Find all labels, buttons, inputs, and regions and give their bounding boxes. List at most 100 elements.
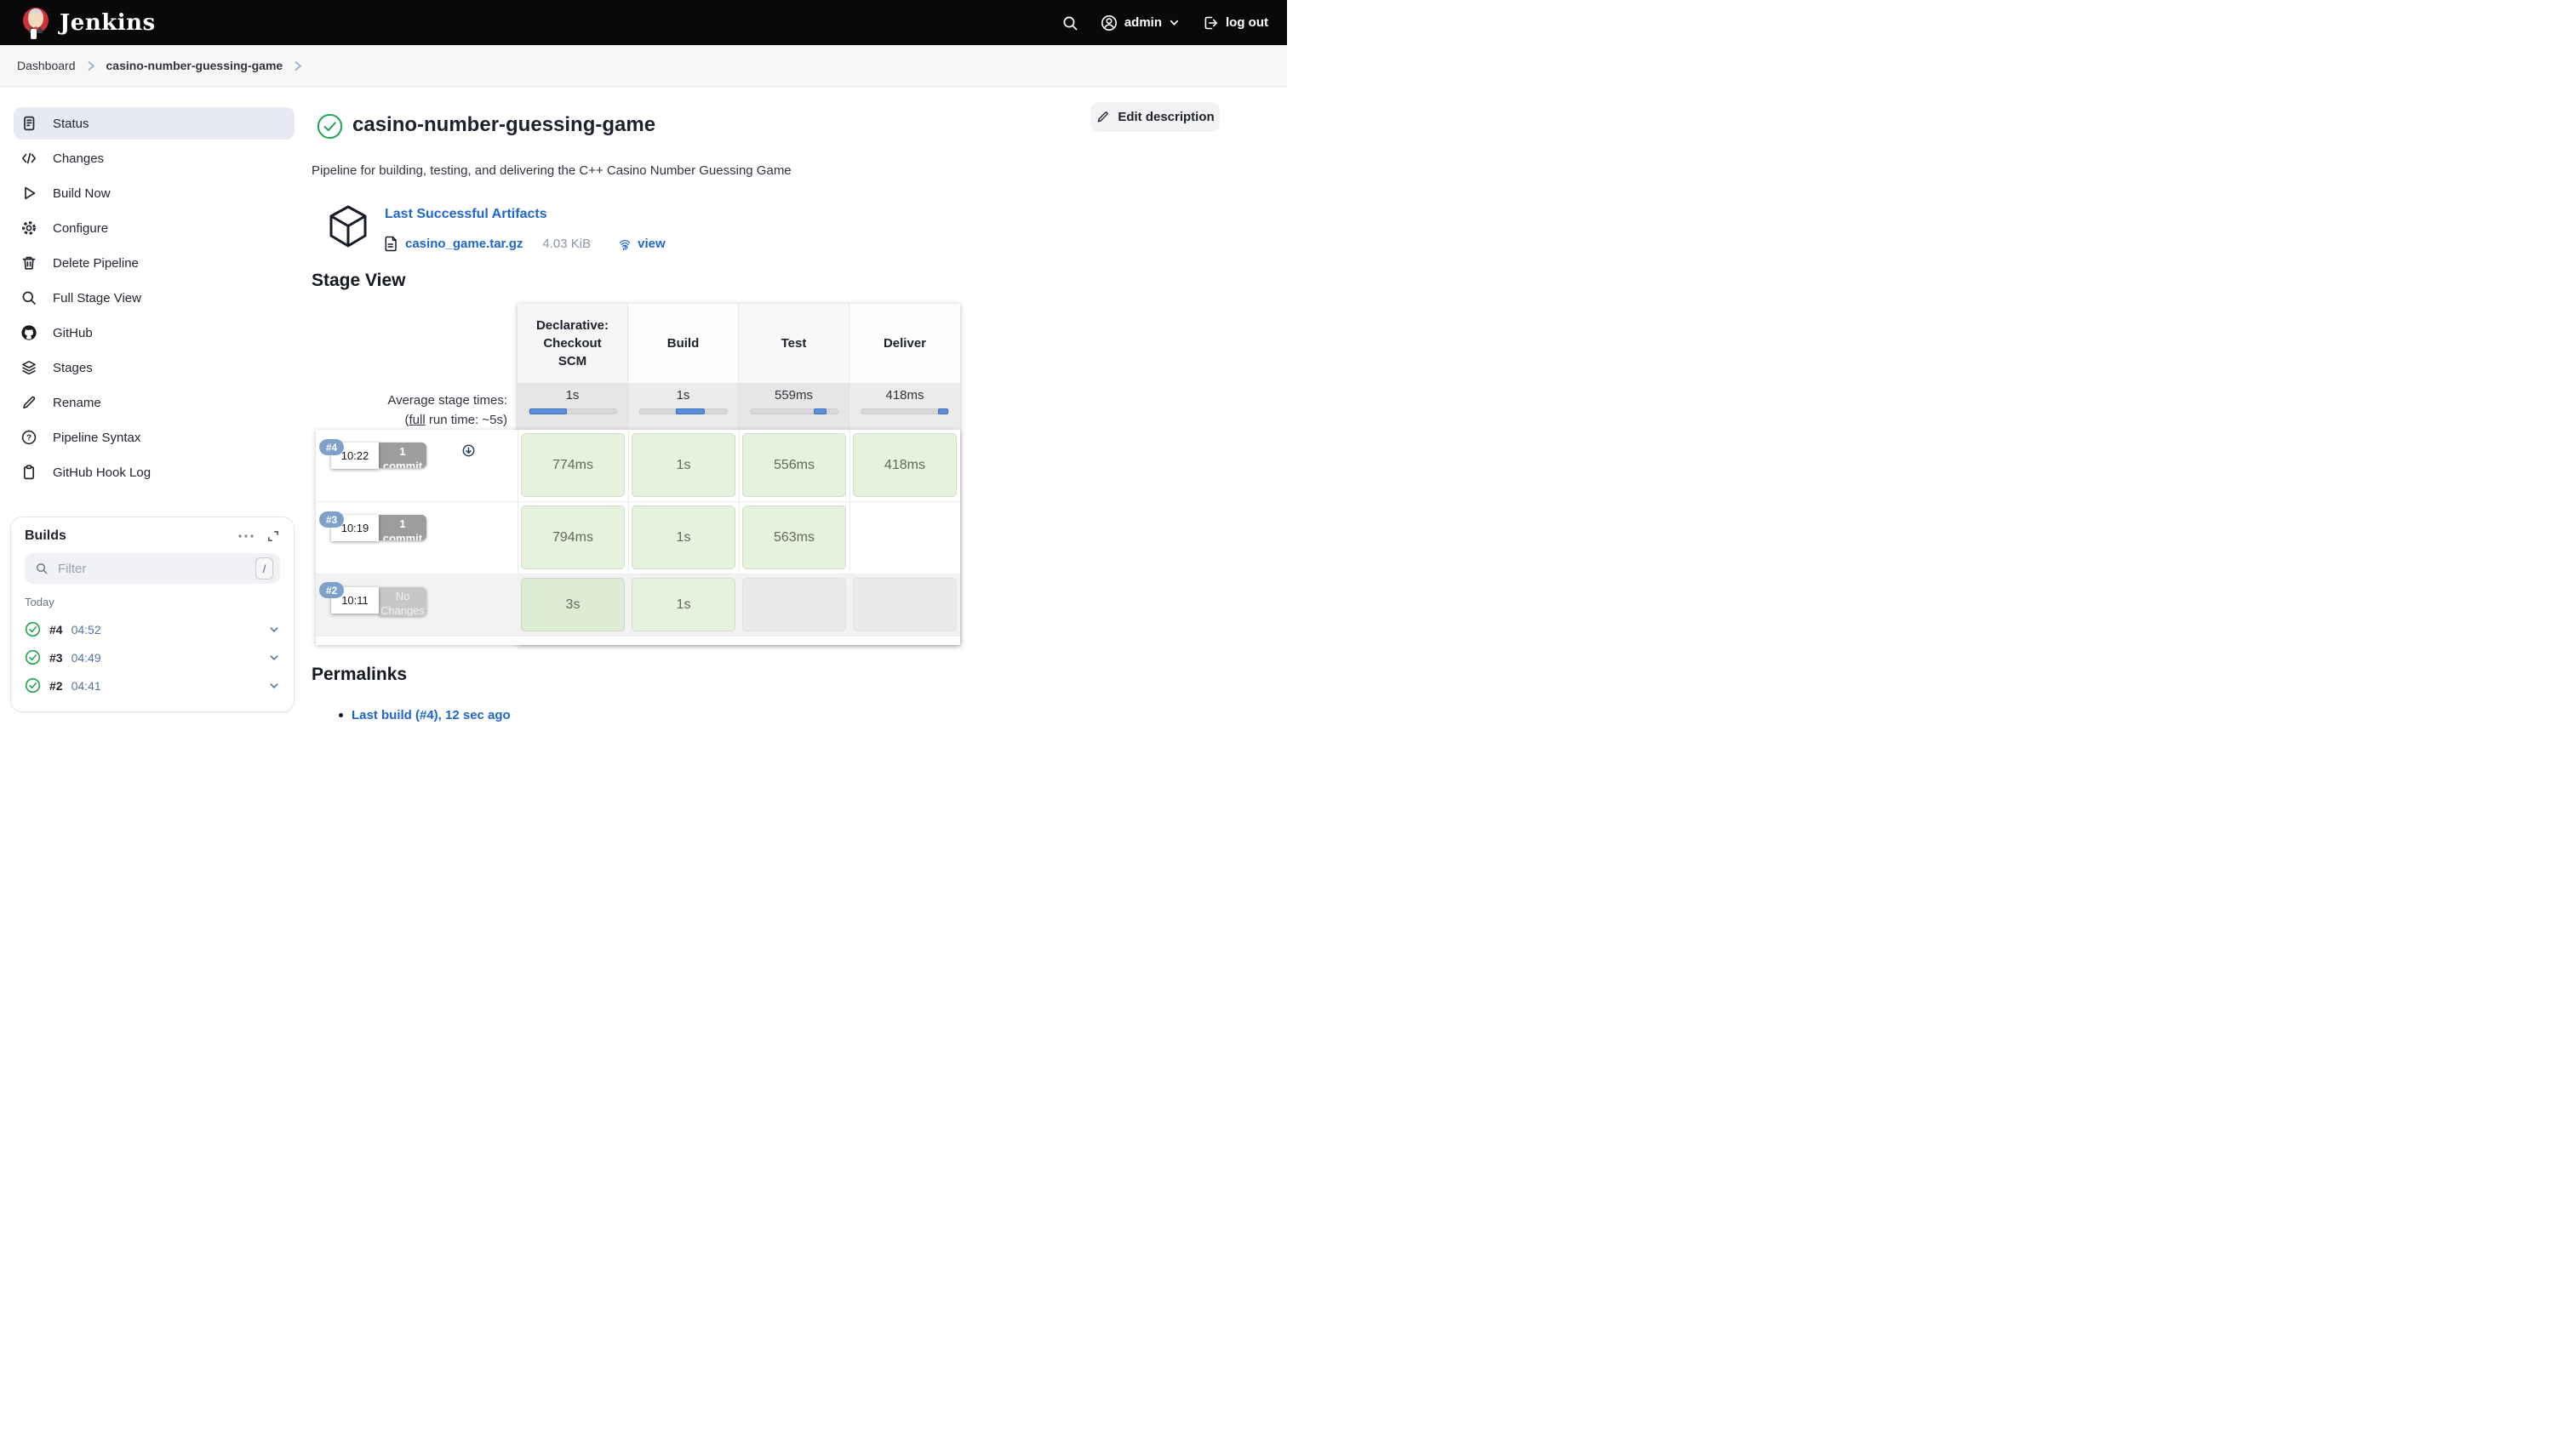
- job-description: Pipeline for building, testing, and deli…: [312, 163, 792, 178]
- breadcrumb-job[interactable]: casino-number-guessing-game: [106, 59, 283, 72]
- success-icon: [25, 649, 41, 665]
- sidebar-item-label: Build Now: [53, 186, 111, 201]
- edit-description-button[interactable]: Edit description: [1090, 102, 1220, 132]
- stage-cell[interactable]: 1s: [632, 505, 735, 569]
- stage-cell[interactable]: 1s: [632, 578, 735, 631]
- stage-column-header: Deliver: [849, 304, 960, 383]
- chevron-down-icon[interactable]: [268, 680, 280, 692]
- sidebar-item-github-hook-log[interactable]: GitHub Hook Log: [14, 456, 295, 488]
- brand-area[interactable]: Jenkins: [20, 6, 156, 40]
- build-row[interactable]: #2 04:41: [25, 671, 280, 699]
- sidebar-item-label: Full Stage View: [53, 290, 141, 305]
- builds-list: #4 04:52 #3 04:49 #2 04:41: [25, 615, 280, 699]
- stage-timeline-bar: [749, 408, 838, 414]
- average-cell: 1s: [628, 383, 739, 430]
- stage-cell[interactable]: 794ms: [521, 505, 625, 569]
- sidebar-item-full-stage-view[interactable]: Full Stage View: [14, 282, 295, 314]
- build-filter[interactable]: /: [25, 553, 280, 584]
- build-changes-box[interactable]: 1 commit: [379, 443, 426, 468]
- full-run-link[interactable]: full: [409, 413, 426, 427]
- builds-title: Builds: [25, 528, 66, 543]
- build-time: 04:49: [71, 650, 101, 665]
- chevron-down-icon[interactable]: [268, 652, 280, 664]
- sidebar-item-label: Delete Pipeline: [53, 255, 139, 271]
- stage-timeline-bar: [528, 408, 617, 414]
- search-icon[interactable]: [1061, 14, 1078, 31]
- build-number-badge[interactable]: #2: [319, 582, 344, 598]
- svg-text:?: ?: [26, 434, 31, 443]
- artifact-view-label: view: [638, 237, 666, 251]
- average-cell: 1s: [518, 383, 628, 430]
- sidebar-item-configure[interactable]: Configure: [14, 212, 295, 244]
- build-id: #4: [49, 622, 63, 637]
- sidebar-item-label: GitHub: [53, 325, 93, 340]
- expand-icon[interactable]: [266, 529, 280, 543]
- delete-icon: [20, 254, 37, 271]
- stages-icon: [20, 359, 37, 376]
- sidebar-item-delete-pipeline[interactable]: Delete Pipeline: [14, 247, 295, 279]
- build-start-time[interactable]: 10:11: [331, 587, 379, 614]
- job-status-success-icon: [317, 113, 343, 140]
- sidebar-item-pipeline-syntax[interactable]: ? Pipeline Syntax: [14, 421, 295, 454]
- stage-cell[interactable]: 418ms: [853, 433, 957, 497]
- build-changes-box[interactable]: 1 commit: [379, 515, 426, 540]
- bullet: [339, 713, 343, 717]
- clipboard-icon: [20, 464, 37, 481]
- artifact-row: casino_game.tar.gz 4.03 KiB view: [385, 236, 666, 252]
- sidebar-item-stages[interactable]: Stages: [14, 351, 295, 384]
- stage-cell[interactable]: 563ms: [742, 505, 846, 569]
- sidebar-item-label: GitHub Hook Log: [53, 465, 152, 480]
- github-icon: [20, 324, 37, 341]
- last-build-link[interactable]: Last build (#4), 12 sec ago: [352, 708, 511, 722]
- sidebar-item-label: Pipeline Syntax: [53, 430, 141, 445]
- jenkins-job-page: Jenkins admin: [0, 0, 1287, 728]
- sidebar-item-status[interactable]: Status: [14, 107, 295, 140]
- last-successful-artifacts-link[interactable]: Last Successful Artifacts: [385, 207, 547, 221]
- filter-search-icon: [37, 563, 48, 574]
- breadcrumb-dashboard[interactable]: Dashboard: [17, 59, 76, 72]
- build-number-badge[interactable]: #4: [319, 439, 344, 455]
- stage-cell[interactable]: 774ms: [521, 433, 625, 497]
- build-row[interactable]: #3 04:49: [25, 643, 280, 671]
- logout-icon: [1204, 16, 1218, 29]
- sidebar-item-github[interactable]: GitHub: [14, 317, 295, 349]
- build-id: #2: [49, 678, 63, 693]
- chevron-right-icon: [88, 60, 94, 71]
- sidebar-item-rename[interactable]: Rename: [14, 386, 295, 419]
- changes-download-icon[interactable]: [462, 444, 475, 457]
- build-row[interactable]: #4 04:52: [25, 615, 280, 643]
- sidebar-item-changes[interactable]: Changes: [14, 142, 295, 174]
- average-stage-times-label: Average stage times: (full run time: ~5s…: [387, 393, 507, 427]
- user-name: admin: [1124, 15, 1163, 30]
- navbar-actions: admin log out: [1061, 14, 1268, 31]
- stage-cell[interactable]: 1s: [632, 433, 735, 497]
- build-stage-row: #2 10:11 No Changes 3s 1s: [316, 574, 960, 637]
- stage-build-rows: #4 10:22 1 commit 774ms 1s 556ms 418ms #3…: [316, 430, 960, 645]
- artifact-file-link[interactable]: casino_game.tar.gz: [405, 237, 523, 251]
- build-start-time[interactable]: 10:19: [331, 515, 379, 541]
- top-navbar: Jenkins admin: [0, 0, 1287, 45]
- artifact-view-link[interactable]: view: [617, 237, 666, 252]
- stage-column-header: Build: [628, 304, 739, 383]
- package-icon: [328, 204, 369, 248]
- stage-timeline-bar: [638, 408, 728, 414]
- sidebar-item-label: Rename: [53, 395, 101, 410]
- logout-button[interactable]: log out: [1202, 14, 1268, 31]
- chevron-right-icon: [295, 60, 302, 71]
- sidebar-item-build-now[interactable]: Build Now: [14, 177, 295, 209]
- edit-description-label: Edit description: [1118, 110, 1215, 124]
- filter-input[interactable]: [56, 560, 248, 577]
- status-icon: [20, 115, 37, 132]
- success-icon: [25, 677, 41, 694]
- user-menu[interactable]: admin: [1101, 14, 1180, 31]
- logout-label: log out: [1226, 15, 1268, 30]
- rename-icon: [20, 394, 37, 411]
- build-number-badge[interactable]: #3: [319, 511, 344, 528]
- overflow-menu-icon[interactable]: [237, 533, 255, 540]
- jenkins-logo-icon: [20, 6, 51, 40]
- chevron-down-icon[interactable]: [268, 624, 280, 636]
- stage-cell[interactable]: 556ms: [742, 433, 846, 497]
- stage-column-header: Declarative: Checkout SCM: [518, 304, 628, 383]
- stage-cell[interactable]: 3s: [521, 578, 625, 631]
- permalink-item: Last build (#4), 12 sec ago: [339, 708, 511, 722]
